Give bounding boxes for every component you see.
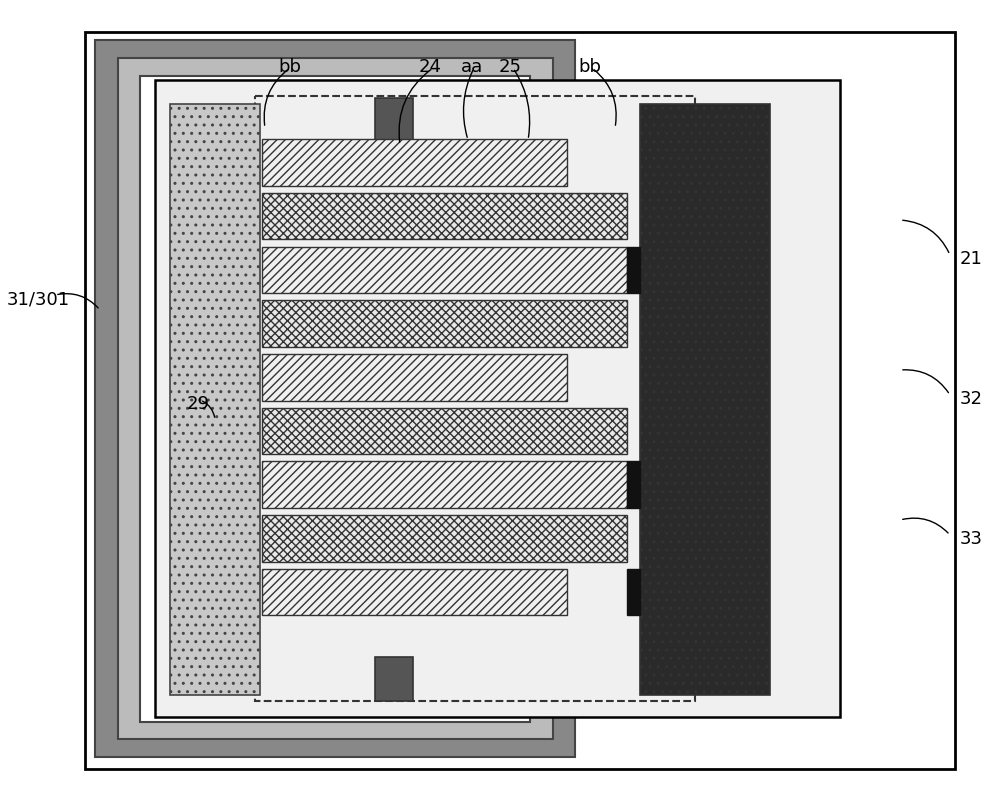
Bar: [262, 354, 567, 400]
Bar: [262, 515, 627, 562]
Text: 24: 24: [418, 58, 442, 76]
Bar: [262, 193, 627, 239]
Bar: [85, 32, 955, 769]
Text: 33: 33: [960, 530, 983, 548]
Text: 31/301: 31/301: [6, 290, 70, 308]
Bar: [640, 104, 770, 695]
Bar: [375, 657, 413, 701]
Bar: [255, 96, 695, 701]
Bar: [262, 247, 627, 293]
Text: bb: bb: [278, 58, 302, 76]
Bar: [140, 76, 530, 722]
Text: 21: 21: [960, 250, 983, 268]
Bar: [262, 461, 627, 508]
Text: 29: 29: [186, 395, 210, 413]
Bar: [375, 98, 413, 142]
Bar: [627, 247, 640, 293]
Text: 25: 25: [498, 58, 522, 76]
Bar: [262, 300, 627, 347]
Text: aa: aa: [461, 58, 483, 76]
Bar: [262, 569, 567, 615]
Bar: [262, 139, 567, 186]
Bar: [95, 40, 575, 757]
Text: bb: bb: [578, 58, 602, 76]
Bar: [155, 80, 840, 717]
Bar: [118, 58, 553, 739]
Bar: [262, 408, 627, 454]
Bar: [627, 461, 640, 508]
Bar: [627, 569, 640, 615]
Text: 32: 32: [960, 390, 983, 408]
Bar: [170, 104, 260, 695]
